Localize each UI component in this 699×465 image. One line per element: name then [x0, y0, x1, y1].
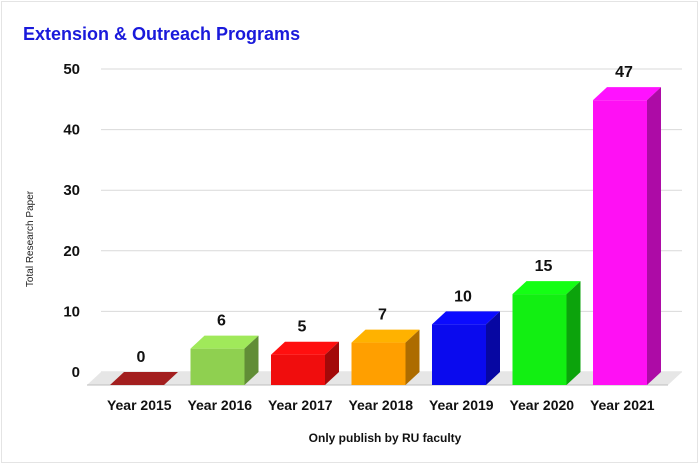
bar-side	[566, 281, 581, 385]
y-tick-label: 20	[63, 243, 80, 260]
bar	[110, 372, 178, 385]
y-tick-label: 40	[63, 122, 80, 139]
bar-front	[351, 342, 406, 385]
bar	[351, 329, 420, 385]
data-label: 7	[378, 307, 387, 324]
bar-side	[405, 329, 420, 385]
bar-top	[271, 341, 339, 355]
bar	[432, 311, 500, 385]
y-tick-label: 30	[63, 182, 80, 199]
bar-front	[593, 100, 647, 386]
bar-top	[110, 372, 178, 385]
x-tick-label: Year 2020	[509, 397, 574, 413]
bar-front	[190, 348, 245, 385]
x-tick-label: Year 2017	[268, 397, 333, 413]
bar-front	[432, 324, 486, 385]
bar-top	[593, 87, 661, 101]
bar-front	[271, 354, 325, 385]
data-label: 6	[217, 313, 226, 330]
bar-side	[325, 341, 339, 385]
y-tick-labels: 0 10 20 30 40 50	[63, 61, 80, 381]
data-labels: 0 6 5 7 10 15 47	[137, 64, 633, 366]
x-tick-label: Year 2019	[429, 397, 494, 413]
bars	[110, 87, 661, 386]
x-axis-label: Only publish by RU faculty	[309, 431, 462, 445]
data-label: 10	[454, 288, 472, 305]
bar-top	[190, 335, 259, 349]
data-label: 5	[298, 319, 307, 336]
y-tick-label: 0	[72, 364, 80, 381]
bar-side	[647, 87, 661, 386]
bar	[271, 341, 339, 385]
data-label: 47	[615, 64, 633, 81]
bar	[190, 335, 259, 385]
y-axis-label: Total Research Paper	[25, 190, 36, 287]
bar-top	[351, 329, 420, 343]
data-label: 15	[535, 258, 553, 275]
bar-front	[512, 294, 567, 385]
chart-title: Extension & Outreach Programs	[23, 24, 301, 44]
y-tick-label: 50	[63, 61, 80, 78]
bar	[593, 87, 661, 386]
x-tick-label: Year 2015	[107, 397, 172, 413]
data-label: 0	[137, 349, 146, 366]
bar-side	[486, 311, 500, 385]
x-tick-label: Year 2018	[348, 397, 413, 413]
bar	[512, 281, 581, 385]
x-tick-label: Year 2016	[187, 397, 252, 413]
y-tick-label: 10	[63, 303, 80, 320]
x-tick-label: Year 2021	[590, 397, 655, 413]
bar-top	[432, 311, 500, 325]
x-tick-labels: Year 2015 Year 2016 Year 2017 Year 2018 Year…	[107, 397, 655, 413]
bar-side	[244, 335, 259, 385]
bar-top	[512, 281, 581, 295]
